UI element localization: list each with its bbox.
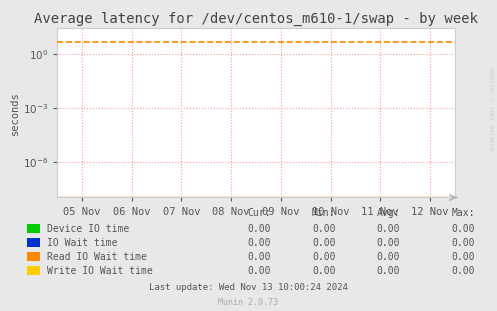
- Text: RRDTOOL / TOBI OETIKER: RRDTOOL / TOBI OETIKER: [489, 67, 494, 150]
- Text: 0.00: 0.00: [451, 252, 475, 262]
- Text: Write IO Wait time: Write IO Wait time: [47, 266, 153, 276]
- Text: 0.00: 0.00: [248, 224, 271, 234]
- Y-axis label: seconds: seconds: [10, 91, 20, 135]
- Text: 0.00: 0.00: [312, 252, 335, 262]
- Title: Average latency for /dev/centos_m610-1/swap - by week: Average latency for /dev/centos_m610-1/s…: [34, 12, 478, 26]
- Text: 0.00: 0.00: [312, 266, 335, 276]
- Text: 0.00: 0.00: [377, 238, 400, 248]
- Text: 0.00: 0.00: [451, 238, 475, 248]
- Text: Min:: Min:: [312, 208, 335, 218]
- Text: 0.00: 0.00: [451, 266, 475, 276]
- Text: Device IO time: Device IO time: [47, 224, 129, 234]
- Text: 0.00: 0.00: [451, 224, 475, 234]
- Text: Avg:: Avg:: [377, 208, 400, 218]
- Text: Last update: Wed Nov 13 10:00:24 2024: Last update: Wed Nov 13 10:00:24 2024: [149, 283, 348, 292]
- Text: 0.00: 0.00: [248, 266, 271, 276]
- Text: IO Wait time: IO Wait time: [47, 238, 118, 248]
- Text: Read IO Wait time: Read IO Wait time: [47, 252, 147, 262]
- Text: 0.00: 0.00: [312, 224, 335, 234]
- Text: 0.00: 0.00: [248, 238, 271, 248]
- Text: Max:: Max:: [451, 208, 475, 218]
- Text: 0.00: 0.00: [377, 266, 400, 276]
- Text: Cur:: Cur:: [248, 208, 271, 218]
- Text: 0.00: 0.00: [248, 252, 271, 262]
- Text: Munin 2.0.73: Munin 2.0.73: [219, 298, 278, 307]
- Text: 0.00: 0.00: [377, 252, 400, 262]
- Text: 0.00: 0.00: [312, 238, 335, 248]
- Text: 0.00: 0.00: [377, 224, 400, 234]
